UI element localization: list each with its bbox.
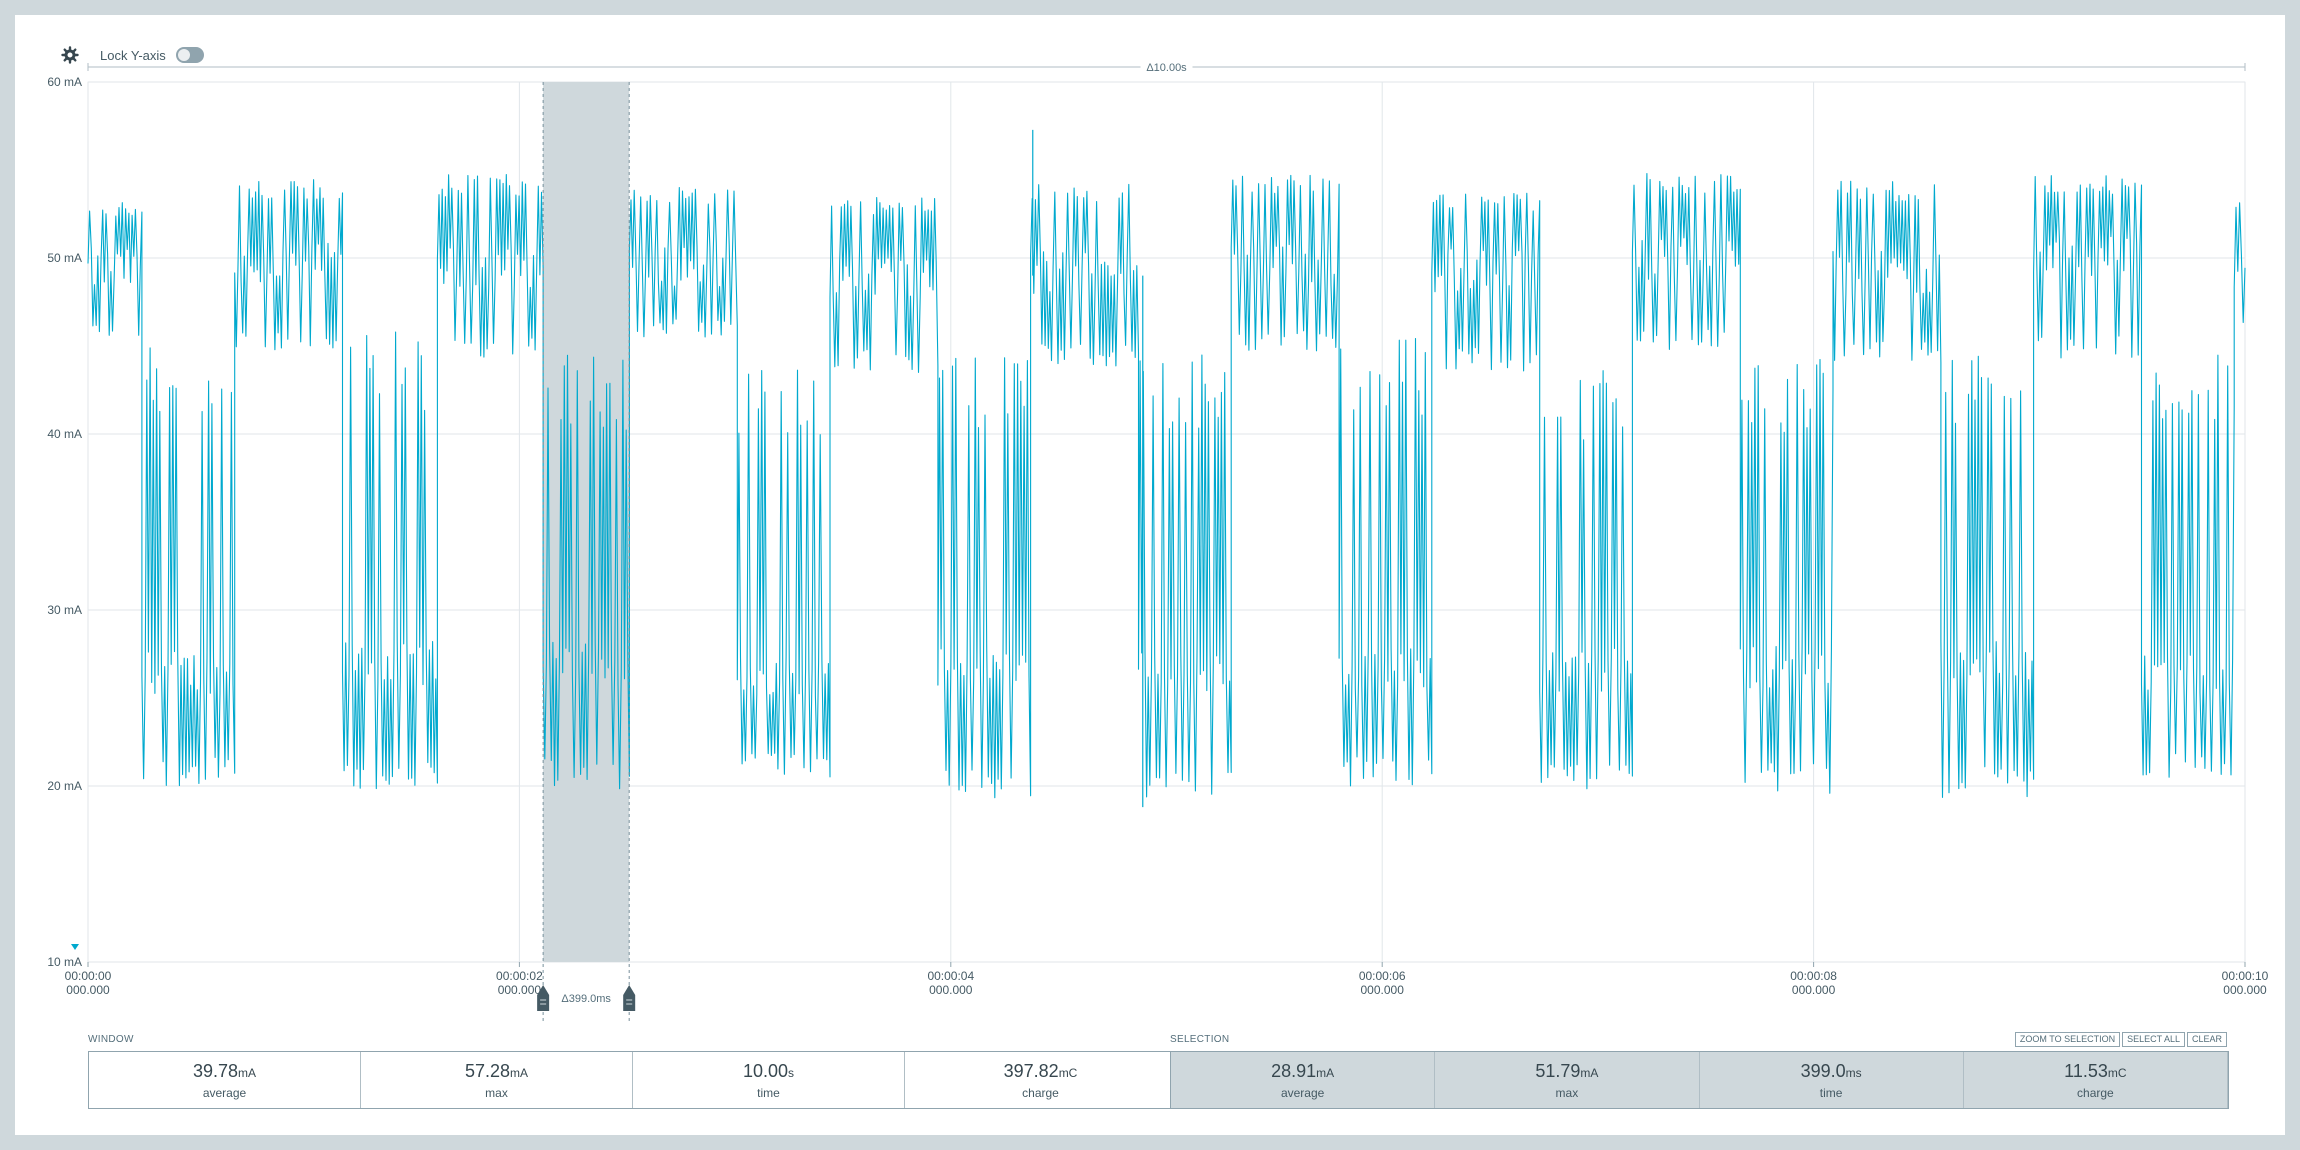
stat-value: 28.91 (1271, 1060, 1317, 1081)
y-tick-label: 40 mA (47, 427, 82, 441)
toggle-knob (177, 49, 190, 61)
selection-region[interactable] (543, 82, 630, 962)
chart-toolbar: Lock Y-axis (60, 43, 204, 67)
select-all-button[interactable]: SELECT ALL (2122, 1032, 2185, 1047)
selection-stat-charge: 11.53mC charge (1963, 1052, 2228, 1108)
selection-buttons: ZOOM TO SELECTION SELECT ALL CLEAR (2013, 1032, 2227, 1047)
stat-unit: mC (2107, 1065, 2127, 1080)
stat-label: charge (2077, 1085, 2114, 1100)
x-tick-label-ms: 000.000 (66, 983, 110, 997)
stat-label: max (1555, 1085, 1579, 1100)
stat-value: 399.0 (1800, 1060, 1846, 1081)
stat-value: 10.00 (742, 1060, 789, 1081)
stat-label: time (757, 1085, 780, 1100)
gear-icon[interactable] (60, 45, 80, 65)
lock-y-axis-toggle[interactable] (175, 47, 204, 63)
y-marker-icon (71, 944, 79, 950)
stat-value: 39.78 (192, 1060, 239, 1081)
x-tick-label-time: 00:00:00 (65, 969, 112, 983)
stat-unit: mC (1058, 1065, 1078, 1080)
window-delta-bg (1140, 59, 1193, 73)
x-tick-label-ms: 000.000 (2223, 983, 2267, 997)
stat-label: time (1819, 1085, 1843, 1100)
stat-unit: ms (1845, 1065, 1862, 1080)
selection-stat-max: 51.79mA max (1435, 1052, 1700, 1108)
stat-label: average (202, 1085, 247, 1100)
window-stats: 39.78mA average 57.28mA max 10.00s time 397.82… (88, 1051, 1177, 1109)
zoom-to-selection-button[interactable]: ZOOM TO SELECTION (2014, 1032, 2121, 1047)
stat-value: 11.53 (2064, 1060, 2108, 1081)
window-section-label: WINDOW (88, 1034, 134, 1045)
app-window: Lock Y-axis 10 mA 20 mA 30 mA 40 mA 50 mA 60 … (15, 15, 2285, 1135)
selection-stat-time: 399.0ms time (1699, 1052, 1964, 1108)
x-tick-label-time: 00:00:10 (2222, 969, 2269, 983)
window-stat-max: 57.28mA max (361, 1052, 633, 1108)
x-tick-label-ms: 000.000 (929, 983, 973, 997)
lock-y-axis-label: Lock Y-axis (100, 47, 166, 63)
x-tick-label-ms: 000.000 (498, 983, 542, 997)
stat-unit: mA (1316, 1065, 1335, 1080)
stat-label: charge (1022, 1085, 1059, 1100)
selection-stat-average: 28.91mA average (1171, 1052, 1436, 1108)
selection-section-label: SELECTION (1170, 1034, 1230, 1045)
window-stat-time: 10.00s time (633, 1052, 905, 1108)
selection-delta-label: Δ399.0ms (561, 993, 611, 1005)
stat-unit: s (788, 1065, 795, 1080)
y-tick-label: 60 mA (47, 75, 82, 89)
stat-value: 397.82 (1003, 1060, 1059, 1081)
clear-button[interactable]: CLEAR (2186, 1032, 2227, 1047)
x-tick-label-time: 00:00:02 (496, 969, 543, 983)
x-tick-label-time: 00:00:08 (1790, 969, 1837, 983)
selection-handle-end[interactable] (623, 985, 636, 1011)
x-tick-label-ms: 000.000 (1361, 983, 1405, 997)
y-tick-label: 50 mA (47, 251, 82, 265)
x-tick-label-ms: 000.000 (1792, 983, 1836, 997)
x-tick-label-time: 00:00:04 (927, 969, 974, 983)
stat-label: average (1280, 1085, 1325, 1100)
stat-label: max (485, 1085, 508, 1100)
stat-value: 51.79 (1535, 1060, 1581, 1081)
stat-unit: mA (238, 1065, 257, 1080)
stat-unit: mA (1580, 1065, 1599, 1080)
selection-stats: 28.91mA average 51.79mA max 399.0ms time 11.53… (1170, 1051, 2229, 1109)
x-tick-label-time: 00:00:06 (1359, 969, 1406, 983)
current-trace (87, 173, 2246, 799)
plot-area (87, 81, 2246, 963)
window-stat-average: 39.78mA average (89, 1052, 361, 1108)
stat-value: 57.28 (464, 1060, 511, 1081)
y-tick-label: 30 mA (47, 603, 82, 617)
y-tick-label: 20 mA (47, 779, 82, 793)
stat-unit: mA (510, 1065, 529, 1080)
y-tick-label: 10 mA (47, 955, 82, 969)
window-delta-label: Δ10.00s (1146, 62, 1187, 74)
window-stat-charge: 397.82mC charge (905, 1052, 1176, 1108)
